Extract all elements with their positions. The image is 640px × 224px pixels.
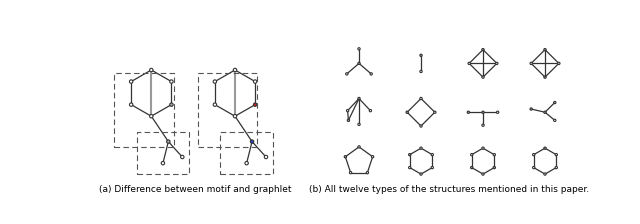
Circle shape: [348, 119, 349, 121]
Circle shape: [129, 103, 133, 106]
Circle shape: [170, 103, 173, 106]
Circle shape: [468, 62, 470, 65]
Circle shape: [544, 76, 546, 78]
Circle shape: [344, 156, 346, 158]
Circle shape: [420, 147, 422, 149]
Circle shape: [253, 80, 257, 83]
Circle shape: [180, 155, 184, 159]
Circle shape: [234, 68, 237, 72]
Circle shape: [470, 153, 473, 156]
Circle shape: [150, 114, 153, 118]
Circle shape: [554, 119, 556, 121]
Circle shape: [482, 111, 484, 113]
Text: (b) All twelve types of the structures mentioned in this paper.: (b) All twelve types of the structures m…: [310, 185, 589, 194]
Circle shape: [366, 172, 369, 174]
Circle shape: [370, 73, 372, 75]
Circle shape: [408, 153, 411, 156]
Circle shape: [493, 153, 495, 156]
Circle shape: [482, 124, 484, 126]
Bar: [220, 132, 273, 174]
Circle shape: [555, 153, 557, 156]
Text: (a) Difference between motif and graphlet: (a) Difference between motif and graphle…: [99, 185, 292, 194]
Circle shape: [264, 155, 268, 159]
Circle shape: [358, 123, 360, 125]
Circle shape: [554, 101, 556, 104]
Circle shape: [482, 147, 484, 149]
Circle shape: [420, 173, 422, 175]
Circle shape: [346, 110, 349, 112]
Circle shape: [470, 166, 473, 169]
Circle shape: [250, 140, 253, 143]
Circle shape: [482, 173, 484, 175]
Circle shape: [369, 110, 372, 112]
Circle shape: [544, 48, 546, 51]
Circle shape: [420, 54, 422, 56]
Circle shape: [358, 97, 360, 100]
Circle shape: [532, 166, 535, 169]
Circle shape: [530, 108, 532, 110]
Circle shape: [482, 76, 484, 78]
Circle shape: [495, 62, 498, 65]
Circle shape: [234, 114, 237, 118]
Circle shape: [420, 70, 422, 73]
Circle shape: [170, 80, 173, 83]
Circle shape: [431, 153, 433, 156]
Circle shape: [129, 80, 133, 83]
Bar: [136, 132, 189, 174]
Circle shape: [420, 125, 422, 127]
Circle shape: [497, 111, 499, 113]
Circle shape: [530, 62, 532, 65]
Circle shape: [555, 166, 557, 169]
Circle shape: [253, 103, 257, 106]
Circle shape: [349, 172, 352, 174]
Circle shape: [346, 73, 348, 75]
Circle shape: [544, 147, 546, 149]
Circle shape: [245, 162, 248, 165]
Circle shape: [420, 97, 422, 100]
Circle shape: [358, 62, 360, 65]
Circle shape: [161, 162, 164, 165]
Circle shape: [358, 48, 360, 50]
Bar: [114, 73, 174, 147]
Circle shape: [434, 111, 436, 113]
Circle shape: [431, 166, 433, 169]
Circle shape: [532, 153, 535, 156]
Circle shape: [544, 173, 546, 175]
Circle shape: [467, 111, 470, 113]
Circle shape: [213, 103, 216, 106]
Circle shape: [150, 68, 153, 72]
Circle shape: [213, 80, 216, 83]
Circle shape: [544, 111, 546, 113]
Circle shape: [358, 146, 360, 148]
Circle shape: [482, 48, 484, 51]
Circle shape: [371, 156, 374, 158]
Circle shape: [493, 166, 495, 169]
Circle shape: [408, 166, 411, 169]
Circle shape: [166, 140, 170, 143]
Circle shape: [557, 62, 560, 65]
Bar: [198, 73, 257, 147]
Circle shape: [406, 111, 408, 113]
